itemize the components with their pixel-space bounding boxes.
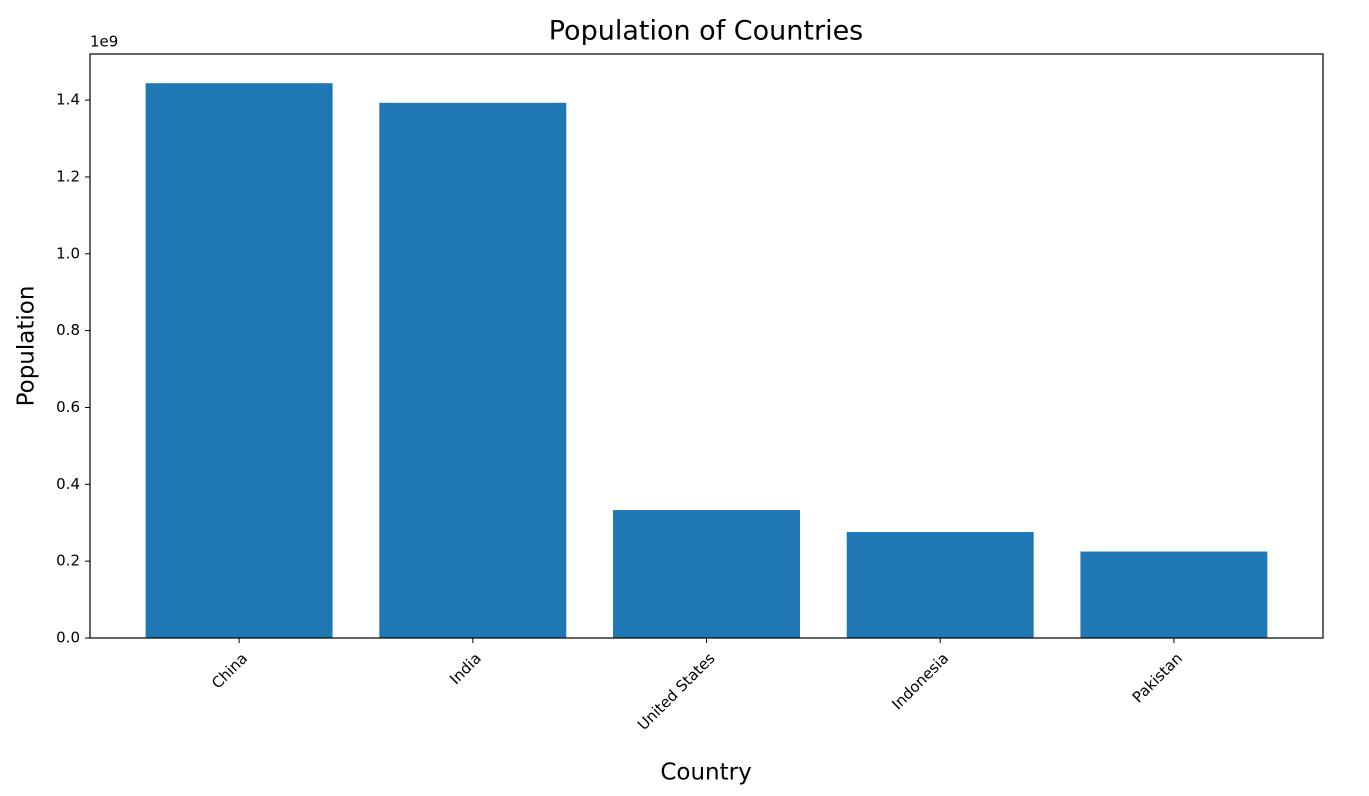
x-tick-label: Indonesia: [888, 649, 952, 713]
bar: [145, 83, 333, 638]
x-tick-label: United States: [634, 649, 719, 734]
x-axis-label: Country: [660, 760, 751, 786]
x-tick-label: India: [446, 649, 485, 688]
plot-frame: [89, 53, 1324, 639]
bar: [1080, 551, 1268, 638]
x-tick-label: China: [208, 649, 251, 692]
y-tick-label: 1.4: [56, 91, 80, 109]
bar: [379, 102, 567, 638]
y-axis-label: Population: [14, 286, 40, 407]
y-tick-label: 0.0: [56, 629, 80, 647]
y-tick-label: 0.2: [56, 552, 80, 570]
y-tick-label: 0.8: [56, 321, 80, 339]
y-tick-label: 0.4: [56, 475, 80, 493]
y-tick-label: 0.6: [56, 398, 80, 416]
bar: [613, 510, 800, 638]
y-tick-label: 1.0: [56, 244, 80, 262]
x-tick-label: Pakistan: [1129, 649, 1186, 706]
bar: [846, 531, 1034, 638]
y-tick-label: 1.2: [56, 167, 80, 185]
y-offset-text: 1e9: [90, 33, 118, 51]
chart-title: Population of Countries: [549, 16, 864, 47]
